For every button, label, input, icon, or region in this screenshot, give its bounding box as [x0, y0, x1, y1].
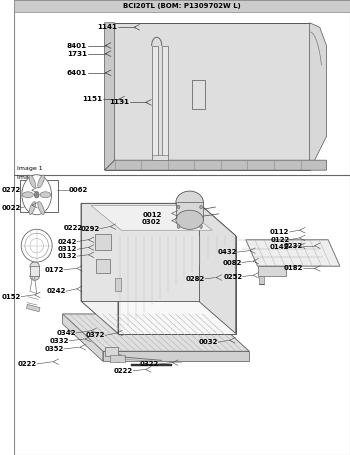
Ellipse shape [30, 262, 39, 270]
Text: 8401: 8401 [67, 42, 87, 49]
Circle shape [200, 205, 202, 209]
Text: Image 1: Image 1 [16, 166, 42, 171]
Ellipse shape [176, 191, 203, 214]
Ellipse shape [192, 104, 205, 114]
Polygon shape [152, 46, 159, 160]
Text: 0242: 0242 [58, 238, 77, 245]
Ellipse shape [30, 272, 39, 280]
Polygon shape [118, 236, 236, 334]
Text: 0022: 0022 [1, 205, 21, 211]
Text: 0082: 0082 [222, 259, 242, 266]
Polygon shape [110, 355, 125, 362]
Text: 0282: 0282 [186, 276, 205, 282]
Ellipse shape [192, 75, 205, 85]
Ellipse shape [29, 175, 36, 188]
Polygon shape [81, 203, 118, 334]
Text: 0222: 0222 [18, 361, 37, 367]
Text: 0222: 0222 [64, 225, 83, 231]
Text: 0252: 0252 [223, 273, 243, 280]
Circle shape [177, 205, 180, 209]
Text: BCI20TL (BOM: P1309702W L): BCI20TL (BOM: P1309702W L) [123, 3, 241, 9]
Polygon shape [63, 314, 249, 351]
Text: 0142: 0142 [270, 244, 289, 250]
Ellipse shape [38, 202, 44, 215]
Text: 6401: 6401 [67, 70, 87, 76]
Text: 0152: 0152 [2, 293, 21, 300]
Circle shape [22, 175, 51, 215]
Text: 1731: 1731 [67, 51, 87, 57]
Text: 0132: 0132 [58, 253, 77, 259]
Text: 1151: 1151 [82, 96, 102, 102]
Bar [14, 0, 350, 12]
Polygon shape [162, 46, 168, 160]
Ellipse shape [38, 175, 44, 188]
Text: 0062: 0062 [69, 187, 88, 193]
Text: 0302: 0302 [142, 219, 161, 226]
Polygon shape [115, 278, 121, 291]
Polygon shape [105, 347, 118, 356]
Polygon shape [105, 160, 327, 170]
Text: 0182: 0182 [284, 265, 303, 272]
Text: 0222: 0222 [114, 368, 133, 374]
Polygon shape [105, 23, 115, 170]
Ellipse shape [114, 354, 122, 362]
Text: 1141: 1141 [97, 24, 117, 30]
Polygon shape [310, 23, 327, 170]
Polygon shape [103, 351, 249, 361]
Polygon shape [258, 266, 286, 276]
Polygon shape [63, 314, 103, 361]
Polygon shape [132, 364, 172, 366]
Text: 0172: 0172 [44, 267, 64, 273]
Polygon shape [246, 240, 340, 266]
Polygon shape [192, 80, 205, 109]
Circle shape [34, 192, 39, 198]
Text: 0312: 0312 [58, 246, 77, 253]
Text: 0232: 0232 [284, 243, 303, 249]
Text: 0242: 0242 [47, 288, 66, 294]
Text: Image 2: Image 2 [16, 175, 42, 180]
Circle shape [177, 225, 180, 228]
Ellipse shape [29, 202, 36, 215]
Polygon shape [176, 202, 203, 220]
Text: 0372: 0372 [86, 332, 105, 339]
Text: 0432: 0432 [218, 249, 237, 255]
Circle shape [200, 225, 202, 228]
Polygon shape [81, 203, 236, 236]
Text: 0332: 0332 [50, 338, 69, 344]
Polygon shape [96, 259, 110, 273]
Text: 1131: 1131 [109, 99, 129, 106]
Ellipse shape [176, 210, 203, 229]
Polygon shape [27, 304, 40, 312]
Text: 0272: 0272 [1, 187, 21, 193]
Polygon shape [30, 266, 39, 276]
Text: 0122: 0122 [270, 237, 289, 243]
Text: 0322: 0322 [139, 361, 159, 367]
Polygon shape [259, 276, 264, 284]
Ellipse shape [21, 229, 52, 262]
Polygon shape [81, 203, 199, 301]
Ellipse shape [40, 192, 51, 197]
Polygon shape [91, 206, 212, 230]
Polygon shape [105, 23, 310, 170]
Text: 0352: 0352 [44, 346, 64, 352]
Ellipse shape [22, 192, 33, 197]
Text: 0292: 0292 [80, 226, 99, 232]
Text: 0012: 0012 [142, 212, 162, 218]
Polygon shape [94, 234, 111, 250]
Text: 0112: 0112 [270, 229, 289, 235]
Polygon shape [152, 155, 168, 160]
Text: 0032: 0032 [199, 339, 218, 345]
Polygon shape [199, 203, 236, 334]
Text: 0342: 0342 [56, 330, 76, 336]
